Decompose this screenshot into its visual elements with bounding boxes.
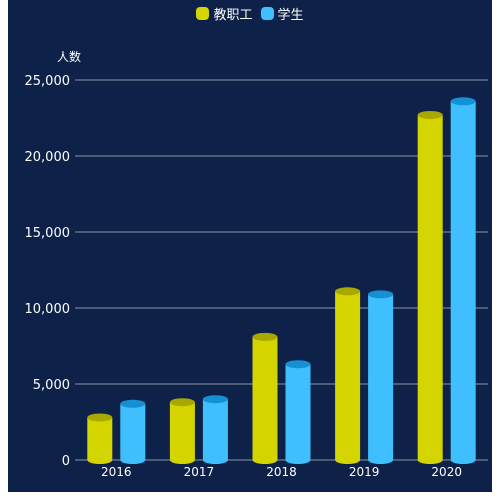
chart-panel: 教职工 学生 人数 0 5,000 10,000 15,000 20,000 25,000… bbox=[8, 0, 492, 492]
y-axis-title: 人数 bbox=[57, 49, 81, 64]
bar-body bbox=[169, 402, 195, 460]
bar-base bbox=[87, 456, 113, 464]
bar-cap bbox=[202, 395, 228, 404]
x-tick-label: 2020 bbox=[431, 465, 462, 479]
bar-staff-2019[interactable] bbox=[335, 287, 361, 464]
bar-cap bbox=[252, 332, 278, 341]
bar-base bbox=[169, 456, 195, 464]
bar-staff-2017[interactable] bbox=[169, 398, 195, 464]
bar-body bbox=[120, 403, 146, 460]
bar-cap bbox=[169, 398, 195, 407]
bar-students-2017[interactable] bbox=[202, 395, 228, 464]
bar-staff-2020[interactable] bbox=[417, 110, 443, 464]
bar-base bbox=[120, 456, 146, 464]
bar-body bbox=[450, 101, 476, 460]
bar-base bbox=[417, 456, 443, 464]
x-tick-label: 2017 bbox=[184, 465, 215, 479]
bar-cap bbox=[120, 399, 146, 408]
bar-base bbox=[368, 456, 394, 464]
bar-students-2020[interactable] bbox=[450, 97, 476, 464]
bar-body bbox=[202, 399, 228, 460]
bar-body bbox=[285, 364, 311, 460]
legend-swatch-students bbox=[260, 6, 274, 20]
y-tick-label: 20,000 bbox=[25, 150, 71, 165]
legend-swatch-staff bbox=[196, 6, 210, 20]
bar-body bbox=[252, 336, 278, 460]
bar-base bbox=[450, 456, 476, 464]
y-axis-ticks: 0 5,000 10,000 15,000 20,000 25,000 bbox=[25, 74, 71, 469]
bar-staff-2016[interactable] bbox=[87, 413, 113, 464]
y-tick-label: 25,000 bbox=[25, 74, 71, 89]
bar-base bbox=[252, 456, 278, 464]
x-tick-label: 2018 bbox=[266, 465, 297, 479]
bar-students-2016[interactable] bbox=[120, 399, 146, 464]
x-tick-label: 2016 bbox=[101, 465, 132, 479]
bar-cap bbox=[335, 287, 361, 296]
y-tick-label: 5,000 bbox=[33, 378, 70, 393]
bar-cap bbox=[285, 360, 311, 369]
bar-cap bbox=[87, 413, 113, 422]
bar-body bbox=[417, 114, 443, 461]
bar-body bbox=[368, 294, 394, 460]
bar-base bbox=[335, 456, 361, 464]
legend-item-students[interactable]: 学生 bbox=[260, 4, 304, 23]
bar-cap bbox=[368, 290, 394, 299]
legend-label-students: 学生 bbox=[277, 7, 304, 23]
x-tick-label: 2019 bbox=[349, 465, 380, 479]
bar-staff-2018[interactable] bbox=[252, 332, 278, 464]
bar-body bbox=[87, 417, 113, 460]
bars-layer bbox=[87, 97, 476, 464]
bar-students-2018[interactable] bbox=[285, 360, 311, 464]
y-tick-label: 10,000 bbox=[25, 302, 71, 317]
y-tick-label: 15,000 bbox=[25, 226, 71, 241]
legend-item-staff[interactable]: 教职工 bbox=[196, 4, 253, 23]
bar-base bbox=[285, 456, 311, 464]
x-axis-ticks: 2016 2017 2018 2019 2020 bbox=[101, 465, 462, 479]
legend-label-staff: 教职工 bbox=[213, 7, 253, 23]
y-tick-label: 0 bbox=[62, 454, 70, 469]
bar-base bbox=[202, 456, 228, 464]
bar-cap bbox=[417, 110, 443, 119]
legend: 教职工 学生 bbox=[8, 3, 492, 23]
bar-students-2019[interactable] bbox=[368, 290, 394, 464]
bar-cap bbox=[450, 97, 476, 106]
bar-body bbox=[335, 291, 361, 460]
